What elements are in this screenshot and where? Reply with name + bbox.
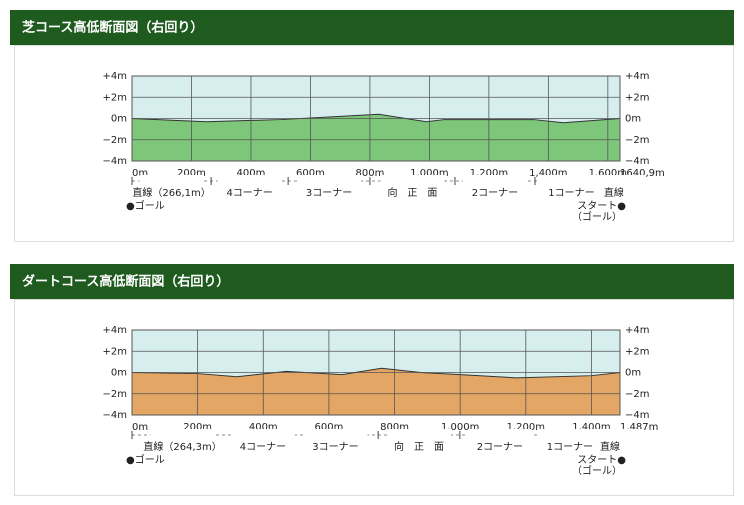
goal-label: ●ゴール (126, 453, 165, 466)
ground-fill (132, 368, 620, 415)
section-label-bg (380, 175, 445, 187)
section-label: 直線 (604, 186, 624, 199)
section-label-bg (577, 429, 642, 441)
y-tick-label: 0m (111, 114, 127, 125)
x-tick-label: 1,000m (410, 168, 448, 179)
y-tick-label: +2m (103, 346, 127, 357)
y-tick-label: −2m (103, 135, 127, 146)
section-label-bg (297, 175, 362, 187)
y-tick-label-right: +2m (625, 346, 649, 357)
section-title: ダートコース高低断面図（右回り） (22, 274, 229, 290)
plot-frame (131, 329, 621, 416)
y-tick-label-right: −2m (625, 135, 649, 146)
x-tick-label: 600m (314, 422, 343, 433)
x-tick-label: 1,600m (589, 168, 627, 179)
goal-label: ●ゴール (126, 199, 165, 212)
section-label: 1コーナー (547, 441, 593, 453)
y-tick-label-right: 0m (625, 114, 641, 125)
header-bar (10, 10, 734, 45)
start-label: スタート● (577, 200, 626, 212)
section-label: 直線（266,1m） (132, 186, 210, 199)
section-label-bg (303, 429, 368, 441)
start-goal-label: （ゴール） (572, 210, 622, 223)
y-tick-label-right: +4m (625, 71, 649, 82)
section-label-bg (467, 429, 532, 441)
y-tick-label-right: −4m (625, 410, 649, 421)
y-tick-label: +2m (103, 92, 127, 103)
x-tick-label: 400m (237, 168, 266, 179)
y-tick-label-right: −2m (625, 389, 649, 400)
section-label-bg (139, 175, 204, 187)
section-label: 2コーナー (472, 187, 518, 199)
section-label: 2コーナー (477, 441, 523, 453)
section-label: 直線 (600, 440, 620, 453)
x-tick-label: 1,400m (529, 168, 567, 179)
y-tick-label-right: 0m (625, 368, 641, 379)
section-label: 3コーナー (306, 187, 352, 199)
y-tick-label: +4m (103, 71, 127, 82)
section-label-bg (581, 175, 646, 187)
section-label: 4コーナー (226, 187, 272, 199)
section-label: 1コーナー (548, 187, 594, 199)
section-label: 3コーナー (312, 441, 358, 453)
elevation-line (131, 367, 621, 379)
y-tick-label-right: +4m (625, 325, 649, 336)
section-label: 向 正 面 (394, 440, 444, 453)
y-tick-label-right: −4m (625, 156, 649, 167)
section-label: 向 正 面 (387, 186, 437, 199)
y-tick-label-right: +2m (625, 92, 649, 103)
x-tick-label: 0m (132, 422, 148, 433)
section-label-bg (150, 429, 215, 441)
y-tick-label: −2m (103, 389, 127, 400)
x-tick-label: 1,400m (572, 422, 610, 433)
y-tick-label: −4m (103, 410, 127, 421)
header-bar (10, 264, 734, 299)
section-title: 芝コース高低断面図（右回り） (22, 20, 203, 36)
x-tick-label: 1,000m (441, 422, 479, 433)
section-label-bg (217, 175, 282, 187)
x-tick-label: 1,200m (507, 422, 545, 433)
x-tick-label: 800m (380, 422, 409, 433)
x-tick-label: 1,200m (470, 168, 508, 179)
y-tick-label: 0m (111, 368, 127, 379)
x-tick-label: 400m (249, 422, 278, 433)
plot-frame (131, 75, 621, 162)
start-goal-label: （ゴール） (572, 464, 622, 477)
x-tick-label: 1,487m (620, 422, 658, 433)
y-tick-label: +4m (103, 325, 127, 336)
section-label-bg (230, 429, 295, 441)
y-tick-label: −4m (103, 156, 127, 167)
x-tick-label: 200m (183, 422, 212, 433)
x-tick-label: 600m (296, 168, 325, 179)
ground-fill (132, 114, 620, 161)
section-label-bg (386, 429, 451, 441)
x-tick-label: 800m (356, 168, 385, 179)
section-label-bg (462, 175, 527, 187)
x-tick-label: 1640,9m (620, 168, 665, 179)
section-label: 直線（264,3m） (143, 440, 221, 453)
x-tick-label: 200m (177, 168, 206, 179)
x-tick-label: 0m (132, 168, 148, 179)
start-label: スタート● (577, 454, 626, 466)
section-label: 4コーナー (240, 441, 286, 453)
